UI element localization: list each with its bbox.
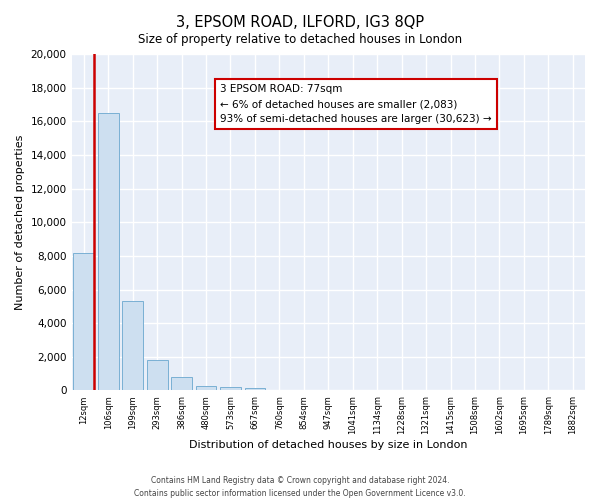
Text: Size of property relative to detached houses in London: Size of property relative to detached ho… — [138, 32, 462, 46]
Bar — [171, 377, 192, 390]
Y-axis label: Number of detached properties: Number of detached properties — [15, 134, 25, 310]
Bar — [73, 252, 94, 390]
Text: 3, EPSOM ROAD, ILFORD, IG3 8QP: 3, EPSOM ROAD, ILFORD, IG3 8QP — [176, 15, 424, 30]
Text: 3 EPSOM ROAD: 77sqm
← 6% of detached houses are smaller (2,083)
93% of semi-deta: 3 EPSOM ROAD: 77sqm ← 6% of detached hou… — [220, 84, 492, 124]
Bar — [98, 113, 119, 390]
Text: Contains HM Land Registry data © Crown copyright and database right 2024.
Contai: Contains HM Land Registry data © Crown c… — [134, 476, 466, 498]
Bar — [220, 387, 241, 390]
X-axis label: Distribution of detached houses by size in London: Distribution of detached houses by size … — [189, 440, 467, 450]
Bar — [122, 302, 143, 390]
Bar — [196, 386, 217, 390]
Bar — [147, 360, 167, 390]
Bar — [245, 388, 265, 390]
